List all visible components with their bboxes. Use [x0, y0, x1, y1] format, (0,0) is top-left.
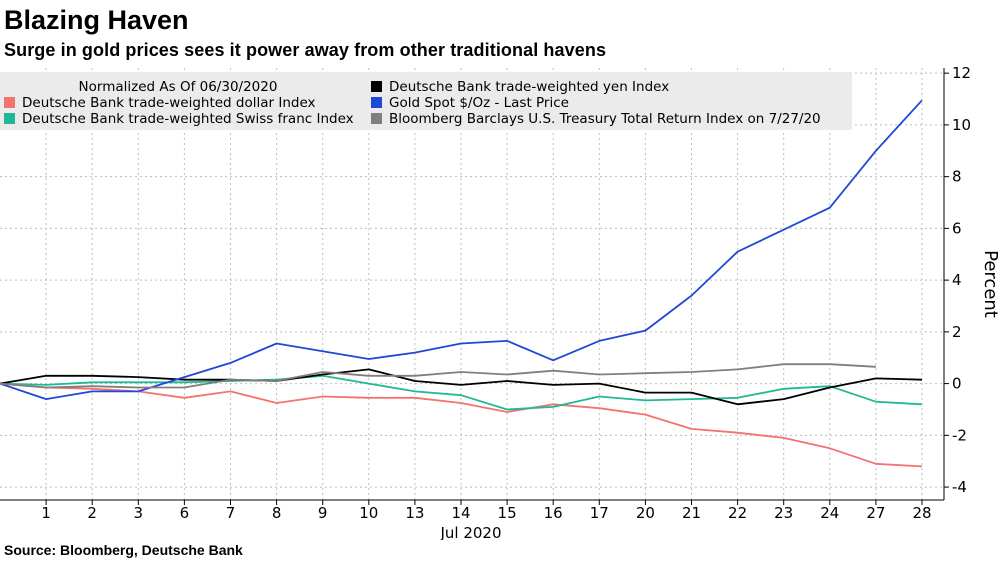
axes	[0, 68, 945, 501]
y-tick-label: -4	[952, 478, 967, 496]
x-tick-label: 16	[544, 504, 563, 522]
x-tick-label: 27	[866, 504, 885, 522]
legend-background	[0, 72, 852, 130]
series-line	[0, 363, 876, 389]
series-line	[0, 374, 923, 411]
x-tick-label: 3	[134, 504, 144, 522]
chart-title: Blazing Haven	[4, 5, 189, 35]
legend-swatch	[371, 113, 382, 124]
x-tick-label: 28	[912, 504, 931, 522]
x-tick-label: 14	[451, 504, 470, 522]
y-tick-label: 8	[952, 168, 962, 186]
y-tick-label: 10	[952, 116, 971, 134]
y-tick-label: -2	[952, 426, 967, 444]
series-line	[0, 368, 923, 406]
x-tick-label: 2	[87, 504, 97, 522]
x-tick-label: 13	[405, 504, 424, 522]
series-line	[0, 382, 923, 468]
legend: Normalized As Of 06/30/2020 Deutsche Ban…	[0, 72, 852, 130]
x-axis-label: Jul 2020	[439, 524, 501, 540]
y-tick-label: 6	[952, 219, 962, 237]
x-tick-label: 20	[636, 504, 655, 522]
x-tick-label: 8	[272, 504, 282, 522]
legend-label: Deutsche Bank trade-weighted yen Index	[389, 79, 669, 95]
x-tick-label: 15	[498, 504, 517, 522]
legend-label: Deutsche Bank trade-weighted Swiss franc…	[22, 111, 354, 127]
legend-label: Deutsche Bank trade-weighted dollar Inde…	[22, 95, 316, 111]
legend-swatch	[4, 113, 15, 124]
chart-subtitle: Surge in gold prices sees it power away …	[4, 40, 607, 60]
x-tick-label: 24	[820, 504, 839, 522]
y-tick-label: 2	[952, 323, 962, 341]
series-lines	[0, 99, 923, 468]
x-tick-label: 22	[728, 504, 747, 522]
x-tick-label: 7	[226, 504, 236, 522]
source-note: Source: Bloomberg, Deutsche Bank	[4, 542, 243, 558]
legend-swatch	[371, 97, 382, 108]
y-tick-label: 4	[952, 271, 962, 289]
legend-label: Gold Spot $/Oz - Last Price	[389, 95, 569, 111]
legend-swatch	[4, 97, 15, 108]
legend-swatch	[371, 81, 382, 92]
x-tick-label: 21	[682, 504, 701, 522]
x-tick-label: 10	[359, 504, 378, 522]
legend-label: Bloomberg Barclays U.S. Treasury Total R…	[389, 111, 821, 127]
x-tick-label: 23	[774, 504, 793, 522]
y-tick-label: 12	[952, 64, 971, 82]
x-tick-label: 17	[590, 504, 609, 522]
x-tick-label: 6	[180, 504, 190, 522]
grid-lines	[0, 68, 944, 500]
y-axis-ticks: -4 -2 0 2 4 6 8 10 12	[944, 64, 971, 496]
legend-header: Normalized As Of 06/30/2020	[79, 79, 278, 95]
y-tick-label: 0	[952, 375, 962, 393]
x-tick-label: 9	[318, 504, 328, 522]
x-axis-ticks: 1 2 3 6 7 8 9 10 13 14 15 16 17 20 21 22 23 24 27 28	[41, 500, 932, 522]
x-tick-label: 1	[41, 504, 51, 522]
y-axis-label: Percent	[980, 250, 1000, 318]
